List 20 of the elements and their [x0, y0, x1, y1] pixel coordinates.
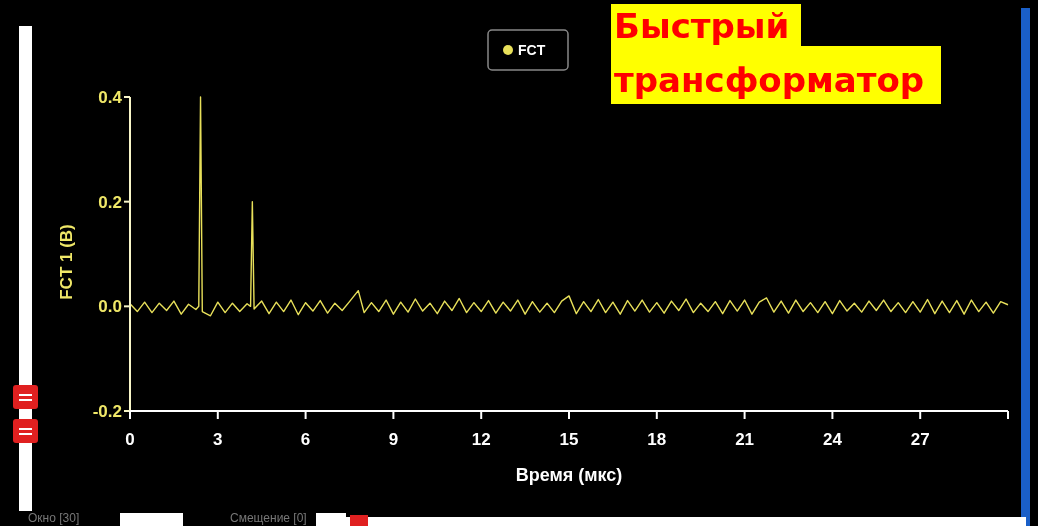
x-tick-label: 15 [559, 430, 579, 449]
chart-title: Быстрый трансформатор [614, 6, 925, 100]
x-tick-label: 0 [125, 430, 135, 449]
x-tick-label: 6 [300, 430, 311, 449]
x-tick-label: 21 [735, 430, 755, 449]
x-tick-label: 3 [213, 430, 223, 449]
y-tick-label: 0.0 [98, 297, 122, 317]
x-tick-label: 12 [471, 430, 491, 449]
y-axis-title: FCT 1 (В) [57, 224, 76, 300]
y-tick-label: 0.2 [98, 192, 122, 212]
legend-label: FCT [518, 41, 546, 58]
x-tick-label: 27 [910, 430, 930, 449]
x-tick-label: 9 [388, 430, 399, 449]
y-tick-label: -0.2 [92, 401, 122, 421]
x-axis-title: Время (мкс) [515, 465, 623, 485]
text: Смещение [0] [230, 511, 307, 525]
y-tick-label: 0.4 [98, 87, 123, 107]
x-tick-label: 18 [647, 430, 667, 449]
text: Окно [30] [28, 511, 80, 525]
x-tick-label: 24 [822, 430, 843, 449]
